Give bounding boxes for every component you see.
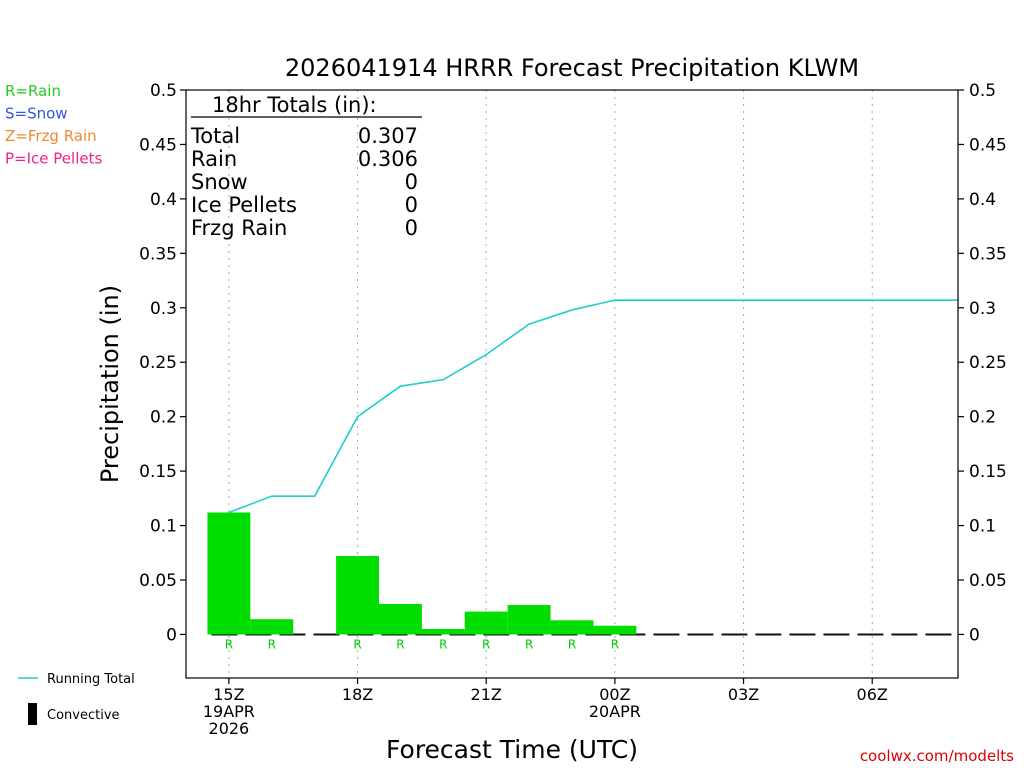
totals-title: 18hr Totals (in):: [212, 93, 377, 117]
precip-type-marker: R: [225, 637, 233, 651]
x-tick-label: 18Z: [342, 685, 373, 704]
x-tick-label: 21Z: [471, 685, 502, 704]
y-tick-label: 0.2: [150, 408, 177, 428]
y-tick-label-right: 0: [969, 625, 980, 645]
y-tick-label-right: 0.15: [969, 462, 1007, 482]
precip-bar: [464, 611, 508, 635]
x-axis-label: Forecast Time (UTC): [386, 735, 638, 764]
precip-bar: [250, 619, 294, 635]
y-tick-label-right: 0.5: [969, 81, 996, 101]
y-tick-label-right: 0.4: [969, 190, 996, 210]
y-tick-label: 0.1: [150, 517, 177, 537]
precip-type-marker: R: [482, 637, 490, 651]
y-axis-right: 0 0.05 0.1 0.15 0.2 0.25 0.3 0.35 0.4 0.45 0.5: [958, 81, 1007, 645]
precip-type-marker: R: [396, 637, 404, 651]
y-tick-label-right: 0.25: [969, 353, 1007, 373]
totals-row-label: Frzg Rain: [191, 216, 287, 240]
x-tick-label: 2026: [209, 719, 250, 738]
plot-frame: [185, 89, 959, 679]
totals-row-value: 0: [405, 193, 418, 217]
y-tick-label: 0.5: [150, 81, 177, 101]
y-tick-label: 0.35: [139, 244, 177, 264]
totals-row-value: 0.306: [358, 147, 418, 171]
y-tick-label-right: 0.45: [969, 135, 1007, 155]
precip-bar: [507, 605, 551, 635]
legend-bar-swatch: [28, 703, 37, 725]
x-tick-label: 03Z: [728, 685, 759, 704]
totals-row-value: 0: [405, 216, 418, 240]
precip-bars: [207, 512, 958, 636]
precip-bar: [207, 512, 251, 635]
y-tick-label: 0.05: [139, 571, 177, 591]
totals-row-label: Ice Pellets: [191, 193, 297, 217]
y-tick-label: 0.45: [139, 135, 177, 155]
precip-type-marker: R: [439, 637, 447, 651]
y-tick-label-right: 0.1: [969, 517, 996, 537]
y-axis-label: Precipitation (in): [96, 285, 124, 483]
y-tick-label-right: 0.05: [969, 571, 1007, 591]
y-tick-label-right: 0.3: [969, 299, 996, 319]
chart-title: 2026041914 HRRR Forecast Precipitation K…: [285, 54, 859, 82]
totals-row-label: Snow: [191, 170, 248, 194]
totals-box: 18hr Totals (in): Total 0.307 Rain 0.306 Sno…: [190, 93, 422, 240]
y-tick-label: 0.3: [150, 299, 177, 319]
y-tick-label-right: 0.2: [969, 408, 996, 428]
grid-lines: [228, 90, 873, 678]
type-legend-item: P=Ice Pellets: [5, 150, 102, 168]
type-legend-item: R=Rain: [5, 82, 61, 100]
precip-type-marker: R: [268, 637, 276, 651]
precip-bar: [593, 625, 637, 635]
y-tick-label: 0.4: [150, 190, 177, 210]
precip-type-marker: R: [525, 637, 533, 651]
legend-label: Convective: [47, 708, 120, 723]
totals-row-label: Total: [190, 124, 240, 148]
totals-row-value: 0: [405, 170, 418, 194]
running-total-series: [228, 299, 958, 514]
x-tick-label: 20APR: [589, 702, 641, 721]
legend-label: Running Total: [47, 672, 135, 687]
y-tick-label: 0: [166, 625, 177, 645]
precip-bar: [336, 556, 379, 635]
type-legend-item: Z=Frzg Rain: [5, 127, 97, 145]
watermark: coolwx.com/modelts: [860, 747, 1014, 765]
y-tick-label: 0.15: [139, 462, 177, 482]
totals-row-value: 0.307: [358, 124, 418, 148]
precip-bar: [550, 620, 594, 635]
precip-bar: [421, 629, 465, 635]
precip-type-legend: R=Rain S=Snow Z=Frzg Rain P=Ice Pellets: [5, 82, 102, 168]
running-total-line: [228, 299, 958, 514]
x-tick-label: 15Z: [213, 685, 244, 704]
precip-type-marker: R: [353, 637, 361, 651]
precip-bar: [379, 603, 422, 635]
x-tick-label: 06Z: [857, 685, 888, 704]
x-tick-label: 00Z: [599, 685, 630, 704]
type-legend-item: S=Snow: [5, 105, 68, 123]
precip-type-marker: R: [568, 637, 576, 651]
y-tick-label: 0.25: [139, 353, 177, 373]
precip-type-marker: R: [611, 637, 619, 651]
totals-row-label: Rain: [191, 147, 237, 171]
y-tick-label-right: 0.35: [969, 244, 1007, 264]
bottom-legend: Running Total Convective: [18, 672, 135, 725]
y-axis-left: 0 0.05 0.1 0.15 0.2 0.25 0.3 0.35 0.4 0.45 0.5: [139, 81, 186, 645]
x-tick-label: 19APR: [203, 702, 255, 721]
